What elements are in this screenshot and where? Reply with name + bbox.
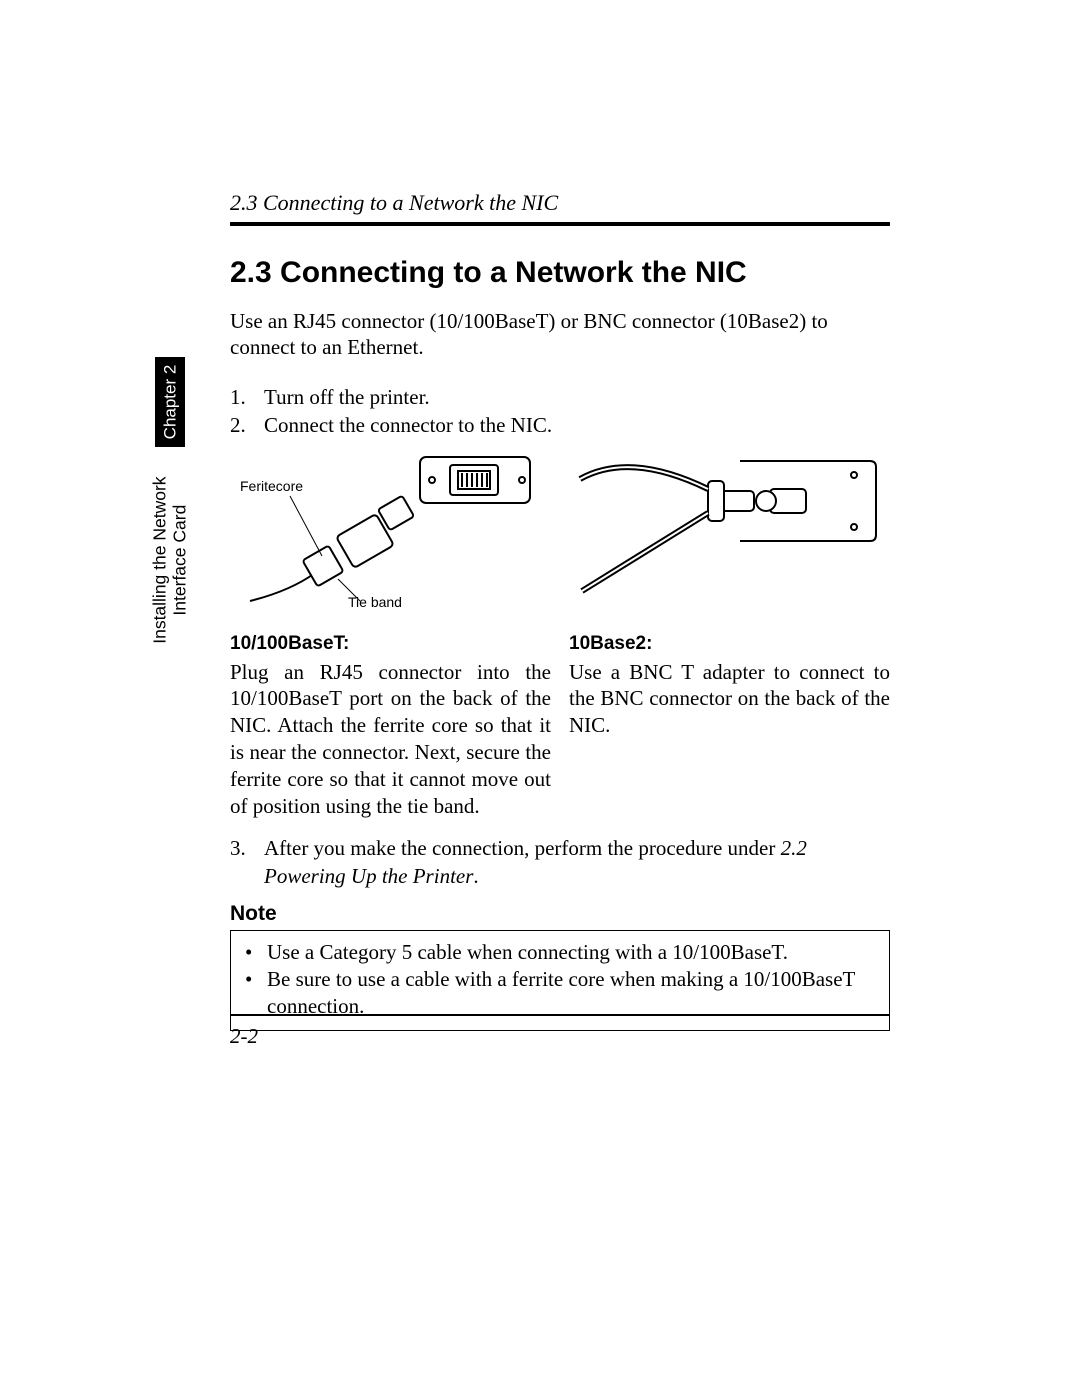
note-item-1-text: Use a Category 5 cable when connecting w… [267,939,788,966]
section-title: 2.3 Connecting to a Network the NIC [230,256,890,290]
figure-left: Feritecore Tie band [230,451,550,616]
note-item-1: • Use a Category 5 cable when connecting… [245,939,875,966]
side-label: Installing the Network Interface Card [150,455,190,665]
step-2: 2. Connect the connector to the NIC. [230,411,890,439]
figure-right [570,451,890,616]
right-col-title: 10Base2: [569,632,890,656]
running-head: 2.3 Connecting to a Network the NIC [230,190,890,216]
step-2-text: Connect the connector to the NIC. [264,411,890,439]
step-2-num: 2. [230,411,264,439]
rj45-diagram: Feritecore Tie band [230,451,550,611]
step-3: 3. After you make the connection, perfor… [230,834,890,891]
left-col-title: 10/100BaseT: [230,632,551,656]
steps-list-2: 3. After you make the connection, perfor… [230,834,890,891]
bnc-diagram [570,451,890,611]
two-column-block: 10/100BaseT: Plug an RJ45 connector into… [230,632,890,820]
step-3-text: After you make the connection, perform t… [264,834,890,891]
page: Chapter 2 Installing the Network Interfa… [0,0,1080,1397]
intro-paragraph: Use an RJ45 connector (10/100BaseT) or B… [230,308,890,361]
step-1-num: 1. [230,383,264,411]
left-column: 10/100BaseT: Plug an RJ45 connector into… [230,632,551,820]
footer: 2-2 [230,1014,890,1049]
header-rule [230,222,890,226]
chapter-tab: Chapter 2 [155,357,185,447]
step-1-text: Turn off the printer. [264,383,890,411]
figure-row: Feritecore Tie band [230,451,890,616]
bullet-icon: • [245,939,267,966]
step-3-num: 3. [230,834,264,891]
left-col-body: Plug an RJ45 connector into the 10/100Ba… [230,659,551,820]
page-number: 2-2 [230,1024,890,1049]
right-column: 10Base2: Use a BNC T adapter to connect … [569,632,890,820]
note-heading: Note [230,902,890,926]
note-item-2: • Be sure to use a cable with a ferrite … [245,966,875,1020]
tieband-label: Tie band [348,594,402,610]
right-col-body: Use a BNC T adapter to connect to the BN… [569,659,890,740]
step-1: 1. Turn off the printer. [230,383,890,411]
ferrite-label: Feritecore [240,478,303,494]
note-item-2-text: Be sure to use a cable with a ferrite co… [267,966,875,1020]
footer-rule [230,1014,890,1016]
bullet-icon: • [245,966,267,1020]
steps-list: 1. Turn off the printer. 2. Connect the … [230,383,890,440]
side-label-text: Installing the Network Interface Card [150,476,190,643]
chapter-tab-label: Chapter 2 [160,365,180,440]
